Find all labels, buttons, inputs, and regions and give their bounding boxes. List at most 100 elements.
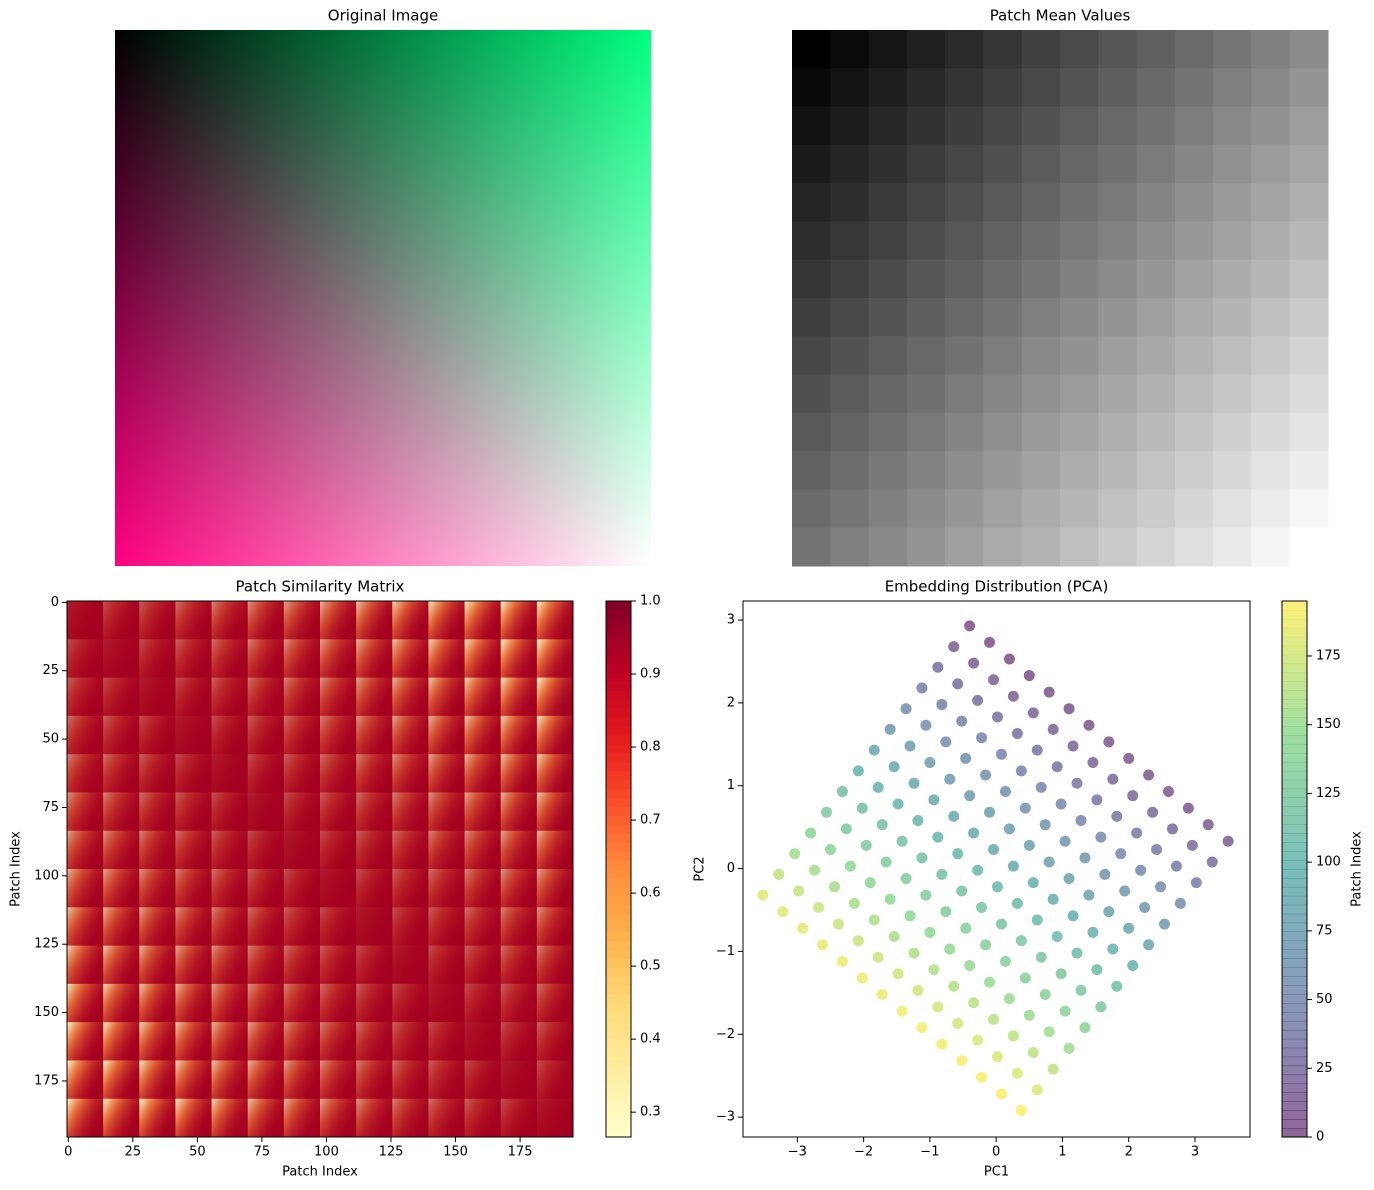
colorbar-swatch (606, 636, 631, 647)
heatmap-texture (67, 1098, 104, 1137)
colorbar-swatch (606, 627, 631, 638)
y-axis-label: PC2 (693, 856, 708, 881)
heatmap-cell (1174, 106, 1214, 146)
heatmap-cell (1174, 336, 1214, 376)
heatmap-texture (139, 715, 176, 755)
colorbar-swatch (606, 1020, 631, 1031)
heatmap-cell (945, 451, 984, 490)
heatmap-cell (1136, 336, 1176, 376)
heatmap-cell (945, 259, 984, 299)
heatmap-cell (1174, 30, 1214, 69)
scatter-point (1119, 885, 1131, 897)
heatmap-texture (356, 754, 393, 793)
scatter-point (936, 699, 948, 711)
colorbar-swatch (606, 1065, 631, 1076)
heatmap-cell (1060, 489, 1099, 529)
heatmap-texture (103, 1060, 140, 1099)
scatter-point (757, 889, 769, 901)
heatmap-cell (1021, 30, 1061, 69)
colorbar-tick-label: 125 (1316, 786, 1341, 801)
heatmap-texture (211, 983, 248, 1023)
heatmap-cell (1213, 527, 1252, 567)
heatmap-texture (500, 907, 537, 946)
scatter-point (840, 823, 852, 835)
heatmap-texture (139, 754, 176, 793)
scatter-point (872, 781, 884, 793)
scatter-point (980, 769, 992, 781)
chart-title: Embedding Distribution (PCA) (885, 578, 1109, 596)
colorbar-swatch (606, 1011, 631, 1022)
colorbar-swatch (1282, 735, 1307, 745)
heatmap-texture (536, 1060, 573, 1099)
heatmap-texture (320, 601, 357, 640)
colorbar-swatch (606, 717, 631, 727)
colorbar-swatch (1282, 708, 1307, 718)
heatmap-cell (1060, 412, 1099, 452)
scatter-point (1083, 719, 1095, 731)
y-tick-label: 100 (34, 868, 59, 883)
scatter-point (1003, 823, 1015, 835)
heatmap-cell (1021, 489, 1061, 529)
x-tick-label: 150 (443, 1145, 468, 1160)
scatter-point (1087, 926, 1099, 938)
colorbar-swatch (606, 1074, 631, 1084)
heatmap-texture (211, 754, 248, 793)
scatter-point (984, 806, 996, 818)
scatter-point (892, 968, 904, 980)
heatmap-texture (283, 830, 320, 869)
heatmap-cell (830, 374, 870, 414)
heatmap-cell (1098, 183, 1138, 222)
heatmap-texture (536, 792, 573, 831)
scatter-point (964, 960, 976, 972)
heatmap-texture (175, 792, 212, 831)
scatter-point (888, 761, 900, 773)
colorbar-swatch (606, 699, 631, 709)
heatmap-cell (830, 259, 870, 299)
heatmap-cell (1021, 106, 1061, 146)
scatter-point (1007, 860, 1019, 872)
heatmap-cell (1174, 374, 1214, 414)
heatmap-cell (1289, 527, 1329, 567)
colorbar-swatch (606, 1056, 631, 1067)
heatmap-cell (830, 451, 870, 490)
heatmap-cell (906, 259, 946, 299)
colorbar-swatch (606, 601, 631, 611)
heatmap-texture (103, 601, 140, 640)
scatter-point (940, 736, 952, 748)
colorbar-swatch (606, 672, 631, 682)
scatter-point (1031, 914, 1043, 926)
scatter-point (1155, 881, 1167, 893)
x-tick-label: 3 (1191, 1145, 1199, 1160)
colorbar-swatch (1282, 1092, 1307, 1102)
heatmap-cell (1136, 412, 1176, 452)
heatmap-texture (211, 907, 248, 946)
colorbar-swatch (1282, 869, 1307, 879)
heatmap-texture (139, 945, 176, 984)
heatmap-cell (1251, 412, 1291, 452)
heatmap-cell (1251, 336, 1291, 376)
heatmap-cell (1213, 259, 1252, 299)
heatmap-cell (830, 336, 870, 376)
scatter-point (1127, 960, 1139, 972)
heatmap-texture (320, 792, 357, 831)
scatter-point (936, 868, 948, 880)
y-tick-label: 3 (727, 613, 735, 628)
heatmap-cell (945, 298, 984, 337)
original-image (115, 30, 651, 566)
heatmap-texture (464, 907, 501, 946)
heatmap-texture (175, 945, 212, 984)
heatmap-cell (1060, 298, 1099, 337)
colorbar-swatch (1282, 949, 1307, 959)
heatmap-texture (283, 983, 320, 1023)
heatmap-texture (320, 907, 357, 946)
heatmap-cell (792, 259, 831, 299)
heatmap-texture (247, 1098, 284, 1137)
scatter-point (995, 1088, 1007, 1100)
heatmap-texture (283, 1098, 320, 1137)
heatmap-texture (175, 754, 212, 793)
heatmap-cell (1098, 527, 1138, 567)
colorbar-swatch (1282, 1003, 1307, 1013)
heatmap-cell (1136, 221, 1176, 261)
colorbar-swatch (606, 958, 631, 968)
scatter-point (856, 972, 868, 984)
